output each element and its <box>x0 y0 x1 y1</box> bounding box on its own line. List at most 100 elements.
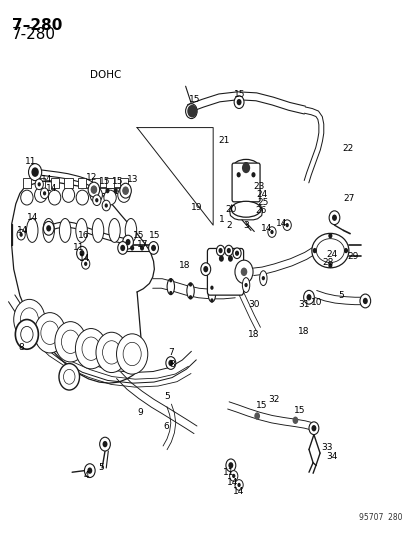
Circle shape <box>308 422 318 434</box>
Ellipse shape <box>232 159 259 176</box>
Ellipse shape <box>242 278 249 293</box>
Circle shape <box>20 308 38 331</box>
Circle shape <box>169 278 172 282</box>
Circle shape <box>236 172 240 177</box>
Circle shape <box>119 183 131 198</box>
Circle shape <box>151 245 156 251</box>
Text: 24: 24 <box>325 251 337 260</box>
Circle shape <box>233 248 240 259</box>
Ellipse shape <box>125 219 136 243</box>
Circle shape <box>87 467 92 474</box>
Ellipse shape <box>76 190 88 205</box>
Ellipse shape <box>316 239 344 263</box>
Text: 15: 15 <box>256 401 267 410</box>
Text: 7–280: 7–280 <box>12 18 62 34</box>
Ellipse shape <box>59 219 71 243</box>
Circle shape <box>100 437 110 451</box>
Circle shape <box>187 105 197 117</box>
Circle shape <box>125 239 130 245</box>
Ellipse shape <box>231 201 260 217</box>
Text: 20: 20 <box>225 205 236 214</box>
Text: 26: 26 <box>255 206 266 215</box>
Text: 2: 2 <box>226 221 232 230</box>
Text: 7: 7 <box>168 348 173 357</box>
Ellipse shape <box>62 188 74 203</box>
Circle shape <box>43 191 46 196</box>
Text: 32: 32 <box>268 394 279 403</box>
Text: 15: 15 <box>112 177 123 186</box>
Text: 14: 14 <box>78 254 90 263</box>
Circle shape <box>216 245 224 256</box>
Circle shape <box>91 186 97 193</box>
Circle shape <box>35 179 43 190</box>
Circle shape <box>116 334 147 374</box>
Ellipse shape <box>259 271 266 286</box>
FancyBboxPatch shape <box>50 179 59 188</box>
Circle shape <box>76 246 87 260</box>
FancyBboxPatch shape <box>36 179 45 188</box>
Circle shape <box>282 220 291 230</box>
Text: 22: 22 <box>341 144 352 154</box>
Circle shape <box>235 260 252 284</box>
Circle shape <box>88 182 100 197</box>
Text: 14: 14 <box>46 183 57 192</box>
Text: 6: 6 <box>164 422 169 431</box>
Circle shape <box>328 211 339 224</box>
Circle shape <box>312 248 316 253</box>
Circle shape <box>267 227 275 237</box>
Text: 18: 18 <box>247 330 259 339</box>
Text: 25: 25 <box>256 198 268 207</box>
Circle shape <box>61 330 79 353</box>
Circle shape <box>102 200 110 211</box>
Circle shape <box>19 232 23 237</box>
Text: 13: 13 <box>126 174 138 183</box>
Circle shape <box>218 248 222 253</box>
Ellipse shape <box>48 190 61 205</box>
Circle shape <box>359 294 370 308</box>
Ellipse shape <box>311 233 348 268</box>
Circle shape <box>292 417 298 424</box>
Text: 24: 24 <box>256 190 267 199</box>
Text: 33: 33 <box>320 443 332 453</box>
Circle shape <box>122 187 128 195</box>
Circle shape <box>169 291 172 295</box>
Circle shape <box>120 245 125 251</box>
Text: 5: 5 <box>338 291 344 300</box>
Text: 4: 4 <box>83 471 89 480</box>
Text: 5: 5 <box>98 464 104 472</box>
Circle shape <box>55 321 86 362</box>
Circle shape <box>168 360 173 366</box>
Ellipse shape <box>26 219 38 243</box>
Text: 15: 15 <box>133 231 144 240</box>
Text: 15: 15 <box>148 231 160 240</box>
Circle shape <box>130 245 134 251</box>
Text: 1: 1 <box>218 215 224 224</box>
FancyBboxPatch shape <box>92 179 100 188</box>
Circle shape <box>38 182 41 187</box>
Circle shape <box>185 104 197 118</box>
Text: 15: 15 <box>99 177 111 186</box>
Circle shape <box>203 266 208 272</box>
Circle shape <box>14 300 45 340</box>
Text: 18: 18 <box>298 327 309 336</box>
Text: 7-280: 7-280 <box>12 27 55 42</box>
Circle shape <box>148 241 158 254</box>
Text: 95707  280: 95707 280 <box>358 513 401 522</box>
Ellipse shape <box>117 188 130 203</box>
Text: 11: 11 <box>223 468 235 477</box>
Text: 14: 14 <box>40 174 52 183</box>
Circle shape <box>241 163 249 173</box>
Circle shape <box>224 245 233 256</box>
Text: 34: 34 <box>325 452 337 461</box>
Text: 15: 15 <box>294 406 305 415</box>
Circle shape <box>251 172 255 177</box>
Ellipse shape <box>109 219 120 243</box>
Circle shape <box>15 319 38 349</box>
FancyBboxPatch shape <box>119 179 128 188</box>
Circle shape <box>81 259 90 269</box>
Circle shape <box>114 188 117 193</box>
Ellipse shape <box>92 219 104 243</box>
Circle shape <box>210 286 213 290</box>
Circle shape <box>123 342 141 366</box>
Circle shape <box>79 250 84 256</box>
